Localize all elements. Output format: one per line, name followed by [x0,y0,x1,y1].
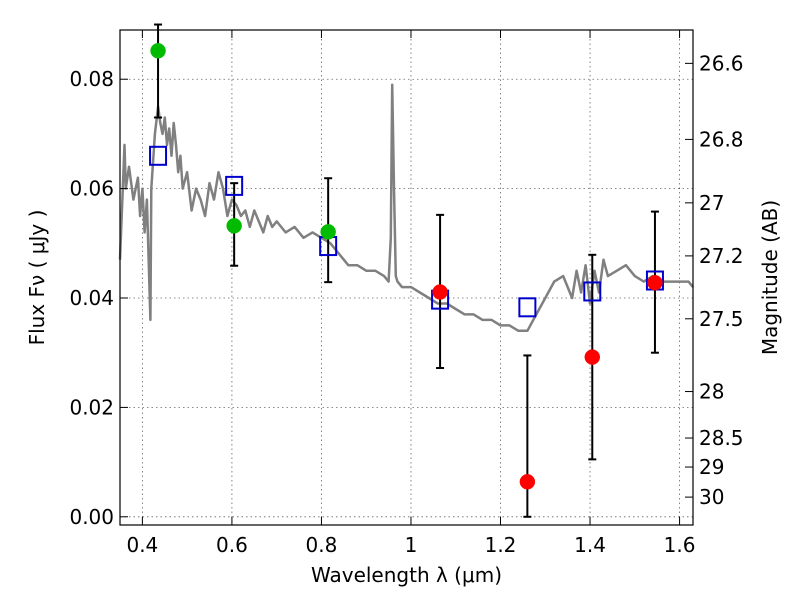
model-spectrum-layer [118,83,694,333]
tick-layer: 0.4 0.6 0.8 1 1.2 1.4 1.6 0.00 0.02 0.04 0.06 0.08 2… [69,30,744,557]
x-tick-label: 0.6 [216,533,248,557]
green-point [320,224,336,240]
model-square [225,175,244,196]
y2-axis-title: Magnitude (AB) [758,200,782,355]
y-tick-label: 0.06 [69,177,114,201]
x-tick-label: 1.2 [485,533,517,557]
model-square [149,145,168,166]
mag-tick-label: 27.2 [699,244,744,268]
red-point [584,349,601,365]
y-tick-label: 0.02 [69,395,114,419]
x-axis-title: Wavelength λ (μm) [311,563,502,587]
y-axis-title: Flux Fν ( μJy ) [25,210,49,346]
red-point [519,474,536,490]
y-tick-label: 0.00 [69,505,114,529]
x-tick-label: 0.4 [126,533,158,557]
model-square-layer [149,145,664,318]
mag-tick-label: 28.5 [699,426,744,450]
x-tick-label: 0.8 [306,533,338,557]
mag-tick-label: 30 [699,485,724,509]
y-tick-label: 0.04 [69,286,114,310]
errorbar-layer [154,23,659,518]
red-point [432,284,448,300]
green-point [226,218,242,234]
mag-tick-label: 26.8 [699,127,744,151]
x-tick-label: 1 [405,533,418,557]
mag-tick-label: 28 [699,380,724,404]
data-point-layer [150,43,663,490]
plot-frame [119,29,694,526]
model-square [583,281,602,302]
model-spectrum-line [118,83,694,333]
model-square [518,297,537,318]
x-tick-label: 1.6 [664,533,696,557]
x-tick-label: 1.4 [574,533,606,557]
y-tick-label: 0.08 [69,67,114,91]
mag-tick-label: 26.6 [699,51,744,75]
mag-tick-label: 27.5 [699,307,744,331]
grid-layer [120,30,693,525]
red-point [647,274,663,291]
green-point [150,43,166,59]
mag-tick-label: 29 [699,455,724,479]
mag-tick-label: 27 [699,191,724,215]
